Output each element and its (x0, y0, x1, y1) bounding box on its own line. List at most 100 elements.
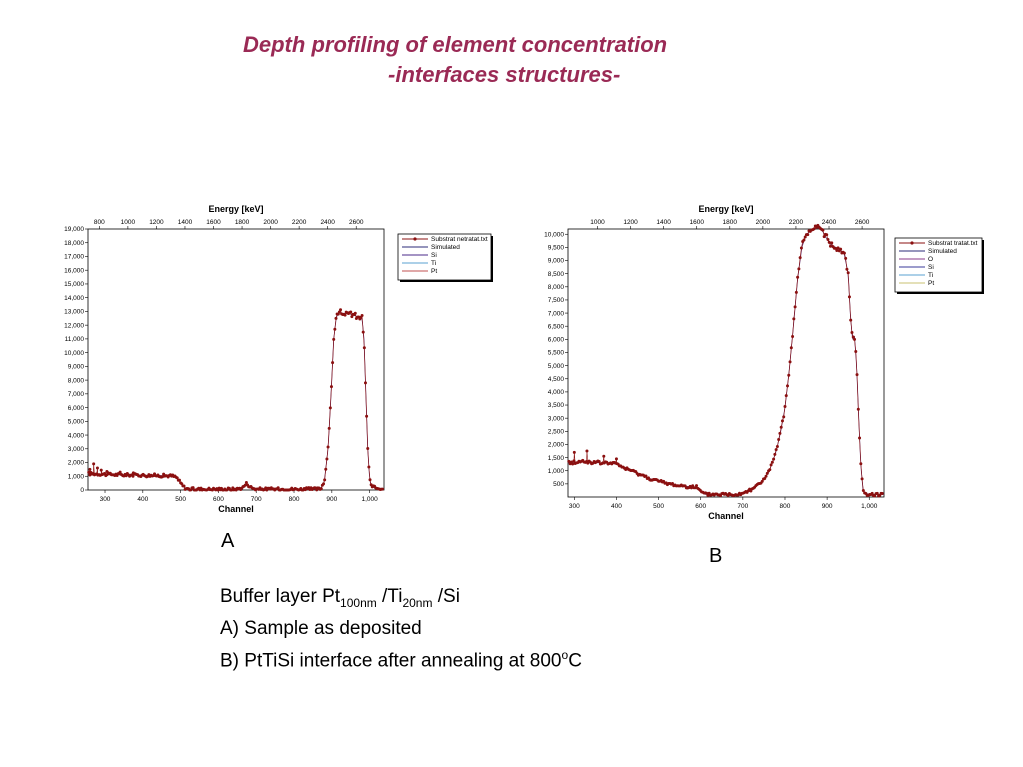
y-tick-label: 500 (553, 481, 564, 488)
chart-a: Energy [keV] 800 1000 1200 1400 1600 1800 2000 2… (64, 204, 493, 514)
energy-axis-title: Energy [keV] (208, 204, 263, 214)
channel-tick-label: 600 (695, 503, 706, 510)
channel-tick-label: 500 (175, 496, 186, 503)
data-point (844, 256, 848, 260)
legend (397, 233, 492, 281)
data-point (177, 478, 181, 482)
data-point (567, 459, 571, 463)
data-point (794, 290, 798, 294)
data-point (365, 414, 369, 418)
energy-tick-label: 1400 (178, 219, 193, 226)
data-point (332, 337, 336, 341)
energy-tick-label: 1000 (590, 219, 605, 226)
energy-tick-label: 1200 (623, 219, 638, 226)
energy-tick-label: 2000 (263, 219, 278, 226)
y-tick-label: 17,000 (64, 254, 84, 261)
data-point (349, 310, 353, 314)
caption-line1-post: /Si (432, 586, 460, 607)
energy-axis-title: Energy [keV] (698, 204, 753, 214)
data-point (797, 267, 801, 271)
data-point (319, 487, 323, 491)
data-point (798, 256, 802, 260)
legend-marker (910, 241, 914, 245)
data-point (835, 248, 839, 252)
data-point (846, 271, 850, 275)
y-tick-label: 19,000 (64, 226, 84, 233)
plot-area (87, 228, 385, 491)
data-point (783, 405, 787, 409)
channel-tick-label: 800 (780, 503, 791, 510)
channel-tick-label: 400 (137, 496, 148, 503)
data-point (772, 457, 776, 461)
y-tick-label: 8,000 (68, 377, 85, 384)
data-point (366, 447, 370, 451)
data-point (360, 313, 364, 317)
data-point (191, 486, 195, 490)
data-point (644, 474, 648, 478)
data-point (777, 438, 781, 441)
y-tick-label: 5,500 (548, 350, 565, 357)
legend-entry: Si (928, 264, 934, 271)
data-point (571, 462, 575, 466)
y-tick-label: 4,000 (548, 389, 565, 396)
energy-tick-label: 1800 (723, 219, 738, 226)
data-point (343, 313, 347, 317)
data-point (88, 473, 92, 477)
data-point (786, 384, 790, 388)
data-point (765, 471, 769, 475)
data-point (337, 310, 341, 314)
data-point (769, 463, 773, 467)
data-point (845, 267, 849, 271)
channel-tick-label: 800 (289, 496, 300, 503)
data-point (830, 241, 834, 245)
data-point (853, 337, 857, 341)
y-tick-label: 9,500 (548, 245, 565, 252)
data-point (768, 468, 772, 472)
data-point (779, 425, 783, 429)
data-point (760, 479, 764, 483)
y-tick-label: 3,000 (68, 446, 85, 453)
y-tick-label: 1,000 (548, 468, 565, 475)
energy-tick-label: 2600 (349, 219, 364, 226)
y-tick-label: 5,000 (68, 419, 85, 426)
data-point (802, 238, 806, 242)
data-point (361, 330, 365, 334)
data-point (788, 360, 792, 364)
energy-tick-label: 1800 (235, 219, 250, 226)
data-point (850, 331, 854, 335)
legend-entry: Pt (431, 268, 437, 275)
caption-line1-sub1: 100nm (340, 595, 377, 610)
energy-tick-label: 2400 (320, 219, 335, 226)
data-point (597, 459, 601, 463)
y-tick-label: 9,000 (548, 258, 565, 265)
data-point (328, 406, 332, 410)
data-point (323, 478, 327, 482)
caption-line3-post: C (568, 650, 582, 672)
data-point (706, 493, 710, 497)
data-point (160, 475, 164, 479)
legend-entry: O (928, 256, 933, 263)
data-point (339, 308, 343, 312)
data-point (585, 449, 589, 453)
data-point (368, 478, 372, 482)
plot-area (567, 228, 885, 498)
y-tick-label: 3,000 (548, 415, 565, 422)
caption-line3: B) PtTiSi interface after annealing at 8… (220, 642, 582, 674)
data-point (362, 346, 366, 350)
y-tick-label: 9,000 (68, 364, 85, 371)
energy-tick-label: 1000 (121, 219, 136, 226)
y-tick-label: 18,000 (64, 240, 84, 247)
data-point (842, 251, 846, 255)
channel-tick-label: 700 (251, 496, 262, 503)
data-point (92, 462, 96, 466)
energy-tick-label: 1600 (689, 219, 704, 226)
energy-tick-label: 1400 (656, 219, 671, 226)
data-point (859, 462, 863, 466)
data-point (329, 385, 333, 389)
y-tick-label: 4,500 (548, 376, 565, 383)
data-point (244, 481, 248, 485)
data-point (764, 474, 768, 478)
data-point (858, 436, 862, 440)
channel-tick-label: 300 (100, 496, 111, 503)
data-point (873, 494, 877, 498)
